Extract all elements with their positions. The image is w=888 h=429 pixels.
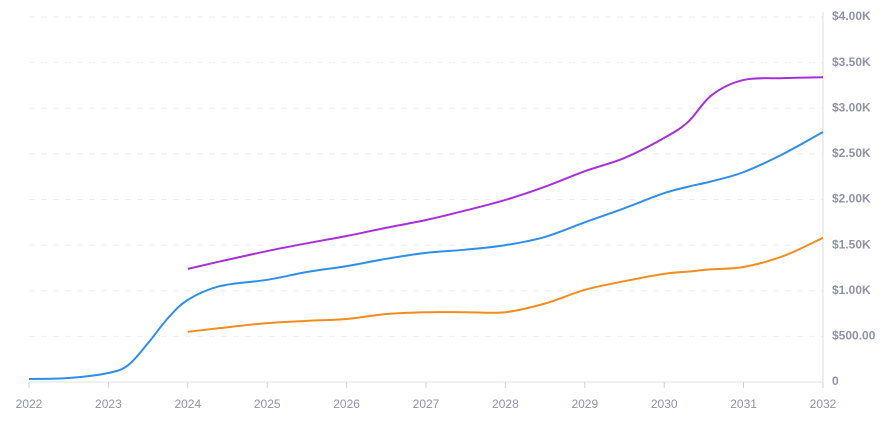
x-tick-label: 2026: [333, 397, 360, 411]
y-tick-label: $1.50K: [832, 237, 871, 251]
x-tick-label: 2031: [730, 397, 757, 411]
series-line: [187, 76, 824, 270]
x-tick-label: 2029: [571, 397, 598, 411]
series-line: [28, 131, 824, 380]
x-tick-label: 2025: [254, 397, 281, 411]
y-tick-label: $500.00: [832, 329, 876, 343]
x-tick-label: 2024: [174, 397, 201, 411]
y-tick-label: $1.00K: [832, 283, 871, 297]
series-line: [187, 236, 824, 333]
y-tick-label: $2.50K: [832, 146, 871, 160]
y-tick-label: $3.00K: [832, 100, 871, 114]
y-tick-label: $2.00K: [832, 192, 871, 206]
x-tick-label: 2023: [95, 397, 122, 411]
x-tick-label: 2032: [810, 397, 837, 411]
y-tick-label: 0: [832, 374, 839, 388]
x-tick-label: 2030: [651, 397, 678, 411]
y-tick-label: $3.50K: [832, 55, 871, 69]
x-tick-label: 2028: [492, 397, 519, 411]
x-tick-label: 2022: [16, 397, 43, 411]
x-tick-label: 2027: [413, 397, 440, 411]
y-tick-label: $4.00K: [832, 9, 871, 23]
